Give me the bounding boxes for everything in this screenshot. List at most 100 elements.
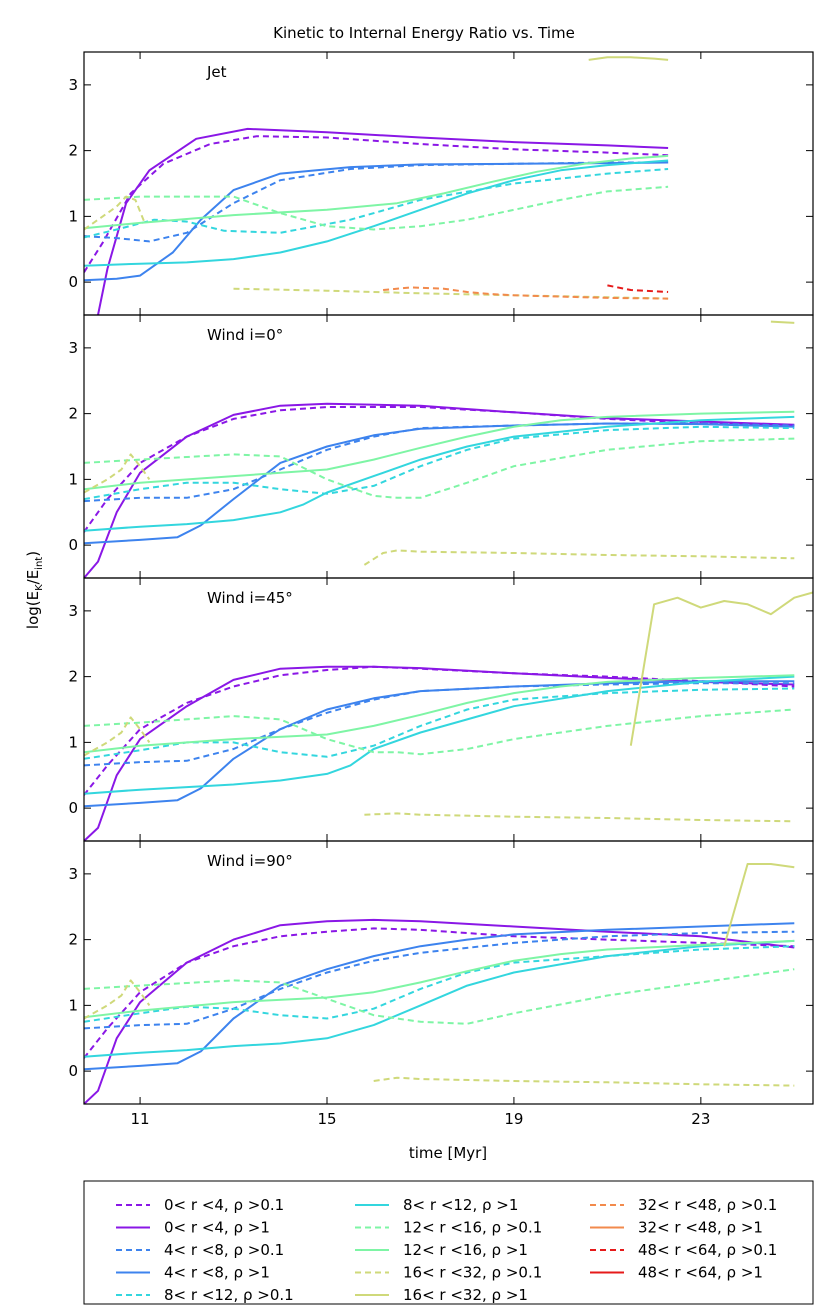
legend-item: 4< r <8, ρ >0.1	[116, 1241, 284, 1259]
series-line-4	[84, 922, 795, 1071]
series-line-9	[363, 549, 795, 566]
legend-item: 32< r <48, ρ >1	[590, 1219, 763, 1237]
series-line-10	[723, 863, 795, 947]
legend: 0< r <4, ρ >0.1 0< r <4, ρ >1 4< r <8, ρ >…	[83, 1180, 814, 1305]
y-tick-label: 1	[68, 207, 78, 225]
series-line-7	[84, 437, 795, 499]
panel-1-title: Jet	[206, 63, 227, 81]
series-line-6	[84, 939, 795, 1058]
legend-label: 0< r <4, ρ >1	[164, 1219, 270, 1237]
series-line-2	[84, 402, 795, 578]
legend-item: 8< r <12, ρ >0.1	[116, 1286, 294, 1304]
legend-item: 32< r <48, ρ >0.1	[590, 1196, 777, 1214]
legend-label: 16< r <32, ρ >1	[403, 1286, 528, 1304]
legend-item: 16< r <32, ρ >1	[355, 1286, 528, 1304]
y-tick-label: 1	[68, 470, 78, 488]
x-tick-label: 19	[504, 1110, 523, 1128]
panel-2-title: Wind i=0°	[207, 326, 283, 344]
legend-label: 12< r <16, ρ >1	[403, 1241, 528, 1259]
legend-item: 0< r <4, ρ >0.1	[116, 1196, 284, 1214]
panel-4-frame	[83, 840, 814, 1105]
panel-3-series	[84, 591, 813, 841]
legend-label: 32< r <48, ρ >0.1	[638, 1196, 777, 1214]
legend-label: 48< r <64, ρ >1	[638, 1264, 763, 1282]
series-line-8	[84, 939, 795, 1019]
series-line-7	[84, 185, 669, 231]
legend-item: 0< r <4, ρ >1	[116, 1219, 270, 1237]
legend-box	[83, 1180, 814, 1305]
y-tick-label: 0	[68, 273, 78, 291]
panel-1-frame	[83, 51, 814, 316]
legend-item: 16< r <32, ρ >0.1	[355, 1264, 542, 1282]
y-tick-label: 2	[68, 405, 78, 423]
x-tick-label: 23	[691, 1110, 710, 1128]
legend-label: 12< r <16, ρ >0.1	[403, 1219, 542, 1237]
legend-label: 8< r <12, ρ >0.1	[164, 1286, 294, 1304]
y-tick-label: 2	[68, 668, 78, 686]
series-line-13	[607, 284, 669, 293]
panel-2-series	[84, 320, 795, 578]
series-line-8	[84, 410, 795, 491]
x-tick-label: 11	[131, 1110, 150, 1128]
legend-label: 32< r <48, ρ >1	[638, 1219, 763, 1237]
panel-1: 0 1 2 3 Jet	[68, 51, 814, 316]
legend-item: 8< r <12, ρ >1	[355, 1196, 518, 1214]
y-tick-label: 3	[68, 865, 78, 883]
series-line-9	[84, 979, 151, 1020]
series-line-5	[84, 425, 795, 501]
series-line-1	[84, 665, 795, 796]
legend-label: 16< r <32, ρ >0.1	[403, 1264, 542, 1282]
series-line-4	[84, 680, 795, 808]
y-tick-label: 0	[68, 536, 78, 554]
legend-item: 4< r <8, ρ >1	[116, 1264, 270, 1282]
y-tick-label: 1	[68, 996, 78, 1014]
y-axis-label: log(EK/Eint)	[24, 551, 45, 629]
y-tick-label: 2	[68, 142, 78, 160]
legend-label: 8< r <12, ρ >1	[403, 1196, 518, 1214]
series-line-4	[84, 161, 669, 282]
legend-label: 4< r <8, ρ >1	[164, 1264, 270, 1282]
y-tick-label: 3	[68, 339, 78, 357]
series-line-10	[770, 320, 795, 324]
panel-3-title: Wind i=45°	[207, 589, 293, 607]
panel-4-title: Wind i=90°	[207, 852, 293, 870]
legend-label: 0< r <4, ρ >0.1	[164, 1196, 284, 1214]
x-axis-label: time [Myr]	[409, 1144, 487, 1162]
series-line-1	[84, 135, 669, 273]
series-line-8	[84, 154, 669, 230]
series-line-5	[84, 168, 669, 239]
series-line-7	[84, 708, 795, 756]
chart-title: Kinetic to Internal Energy Ratio vs. Tim…	[273, 24, 575, 42]
series-line-9	[84, 453, 151, 494]
legend-item: 48< r <64, ρ >0.1	[590, 1241, 777, 1259]
series-line-3	[84, 682, 795, 767]
panel-2-frame	[83, 314, 814, 579]
panel-3: 0 1 2 3 Wind i=45°	[68, 577, 814, 842]
legend-label: 4< r <8, ρ >0.1	[164, 1241, 284, 1259]
x-tick-label: 15	[317, 1110, 336, 1128]
y-tick-label: 0	[68, 799, 78, 817]
y-tick-label: 3	[68, 602, 78, 620]
series-line-10	[588, 56, 669, 61]
series-line-6	[84, 415, 795, 532]
y-tick-label: 0	[68, 1062, 78, 1080]
series-line-10	[629, 591, 813, 746]
panel-2: 0 1 2 3 Wind i=0°	[68, 314, 814, 579]
series-line-9	[84, 716, 151, 757]
series-line-9	[373, 1076, 795, 1087]
series-line-4	[84, 422, 795, 545]
series-line-3	[84, 161, 669, 243]
series-line-9	[364, 812, 795, 823]
y-tick-label: 1	[68, 733, 78, 751]
legend-label: 48< r <64, ρ >0.1	[638, 1241, 777, 1259]
series-line-6	[84, 675, 795, 795]
y-tick-label: 3	[68, 76, 78, 94]
series-line-2	[84, 665, 795, 841]
series-line-7	[84, 968, 795, 1025]
legend-item: 12< r <16, ρ >1	[355, 1241, 528, 1259]
y-tick-label: 2	[68, 931, 78, 949]
series-line-5	[84, 687, 795, 760]
